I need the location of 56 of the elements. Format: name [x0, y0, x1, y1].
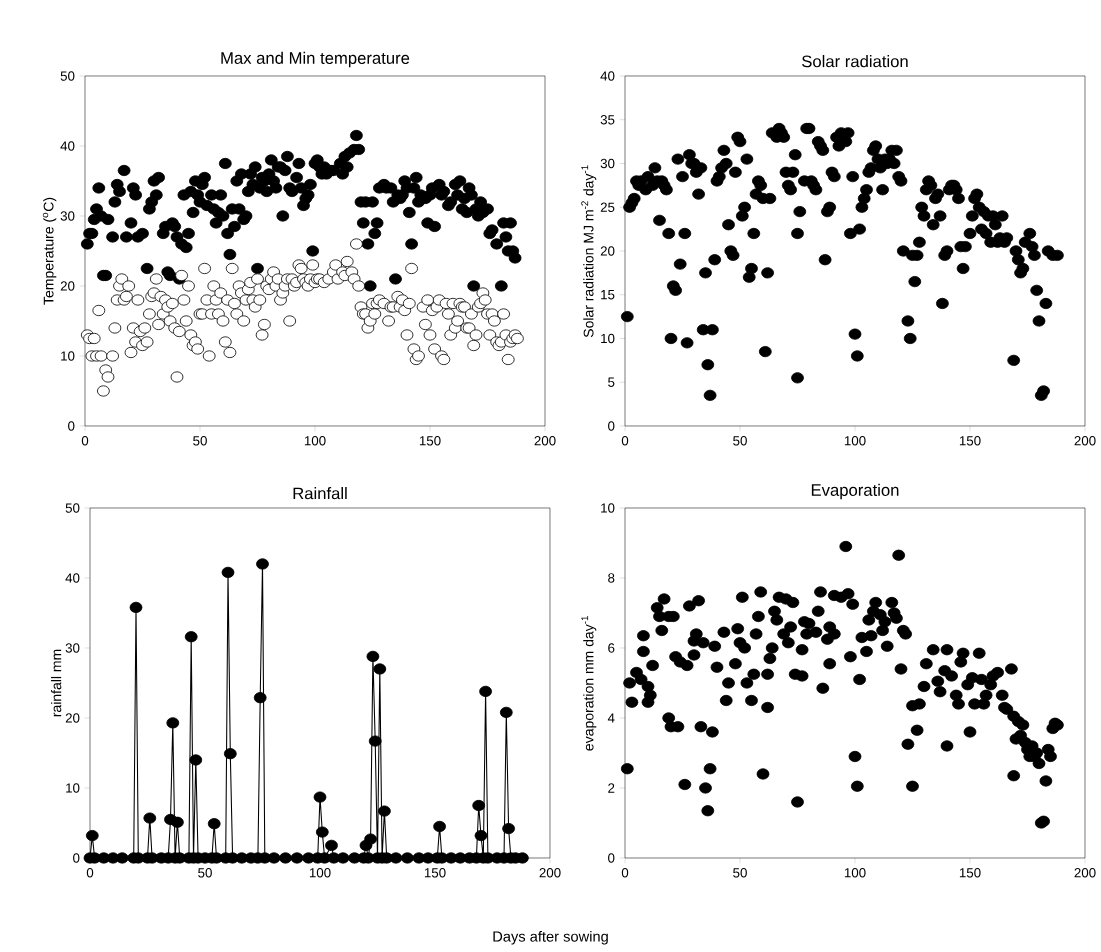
- y-tick-label: 35: [600, 115, 615, 125]
- y-tick-label: 15: [601, 290, 615, 300]
- x-tick-label: 200: [1074, 868, 1096, 878]
- y-axis-title: Temperature ($^{o}$C): [42, 197, 57, 305]
- y-tick-label: 50: [65, 503, 80, 513]
- x-tick-label: 150: [419, 436, 441, 446]
- y-axis-title: rainfall mm: [51, 649, 62, 717]
- y-tick-label: 10: [601, 503, 615, 513]
- y-tick-label: 4: [607, 713, 615, 723]
- x-tick-label: 150: [959, 868, 981, 878]
- x-axis-title: Days after sowing: [493, 930, 608, 945]
- x-tick-label: 200: [1074, 436, 1096, 446]
- y-tick-label: 10: [66, 783, 80, 793]
- y-tick-label: 40: [65, 573, 80, 583]
- y-tick-label: 30: [60, 211, 75, 221]
- x-tick-label: 100: [844, 436, 866, 446]
- x-tick-label: 0: [86, 868, 94, 878]
- y-tick-label: 10: [601, 333, 615, 344]
- y-tick-label: 50: [60, 71, 75, 81]
- y-tick-label: 20: [60, 281, 75, 291]
- x-tick-label: 0: [81, 436, 89, 446]
- x-tick-label: 50: [733, 868, 747, 878]
- chart-title: Max and Min temperature: [221, 51, 410, 68]
- y-tick-label: 30: [65, 643, 80, 653]
- x-tick-label: 150: [959, 436, 981, 446]
- x-tick-label: 150: [424, 868, 446, 878]
- y-tick-label: 2: [608, 783, 615, 793]
- y-axis-title: Solar radiation MJ m$^{-2}$ day$^{-1}$: [581, 165, 597, 338]
- x-tick-label: 100: [304, 436, 326, 446]
- y-tick-label: 6: [608, 643, 615, 653]
- x-tick-label: 0: [621, 868, 629, 878]
- y-tick-label: 0: [68, 421, 75, 431]
- y-tick-label: 30: [600, 158, 615, 169]
- x-tick-label: 200: [534, 436, 556, 446]
- y-tick-label: 0: [608, 421, 615, 431]
- chart-title: Evaporation: [811, 483, 899, 500]
- x-tick-label: 100: [309, 868, 331, 878]
- y-tick-label: 0: [73, 853, 80, 863]
- x-tick-label: 50: [198, 868, 212, 878]
- chart-title: Solar radiation: [802, 55, 908, 68]
- x-tick-label: 0: [621, 436, 629, 446]
- x-tick-label: 50: [193, 436, 207, 446]
- y-tick-label: 8: [608, 573, 615, 583]
- y-tick-label: 5: [608, 377, 615, 387]
- x-tick-label: 200: [539, 868, 561, 878]
- y-tick-label: 10: [61, 351, 75, 361]
- y-tick-label: 25: [600, 202, 615, 212]
- x-tick-label: 50: [733, 436, 747, 446]
- y-tick-label: 0: [608, 853, 615, 863]
- y-tick-label: 40: [60, 141, 75, 151]
- y-tick-label: 40: [600, 71, 615, 81]
- y-tick-label: 20: [65, 713, 80, 723]
- x-tick-label: 100: [844, 868, 866, 878]
- y-tick-label: 20: [600, 246, 615, 256]
- chart-title: Rainfall: [293, 487, 347, 500]
- y-axis-title: evaporation mm day$^{-1}$: [581, 616, 597, 751]
